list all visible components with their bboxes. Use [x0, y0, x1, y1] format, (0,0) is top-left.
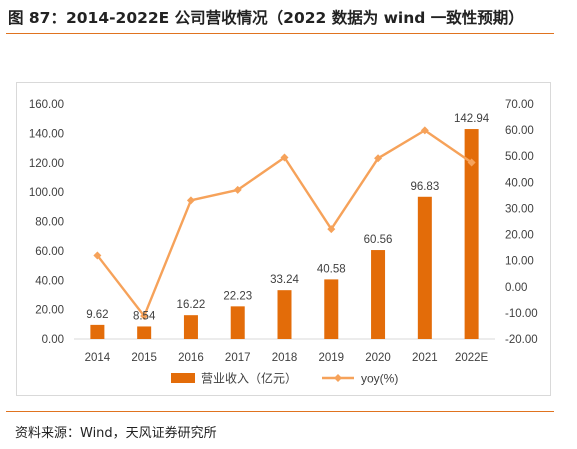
- title-rule: [6, 33, 554, 34]
- y-right-tick-label: 0.00: [505, 282, 527, 294]
- x-tick-label: 2021: [412, 352, 438, 364]
- legend-line-marker: [334, 374, 342, 382]
- bar-data-label: 33.24: [270, 274, 299, 286]
- labels-layer: 9.62 8.54 16.22 22.23 33.24 40.58 60.56 96.83 14…: [86, 113, 490, 322]
- x-tick-label: 2020: [365, 352, 391, 364]
- axes-layer: 0.00 20.00 40.00 60.00 80.00 100.00 120.00 140.…: [29, 99, 538, 364]
- y-right-tick-label: 50.00: [505, 151, 534, 163]
- y-right-tick-label: 60.00: [505, 125, 534, 137]
- y-left-tick-label: 80.00: [35, 217, 64, 229]
- x-tick-label: 2019: [318, 352, 344, 364]
- bars-layer: [90, 129, 479, 339]
- bar: [230, 306, 245, 339]
- x-tick-label: 2016: [178, 352, 204, 364]
- y-left-tick-label: 100.00: [29, 187, 64, 199]
- bar-data-label: 142.94: [454, 113, 490, 125]
- y-right-tick-label: 10.00: [505, 256, 534, 268]
- x-tick-label: 2014: [85, 352, 111, 364]
- yoy-point: [233, 185, 242, 194]
- legend-layer: 营业收入（亿元） yoy(%): [171, 371, 398, 386]
- y-left-tick-label: 40.00: [35, 275, 64, 287]
- x-tick-label: 2015: [131, 352, 157, 364]
- y-right-tick-label: -10.00: [505, 308, 538, 320]
- bar: [417, 196, 432, 339]
- bar: [277, 290, 292, 339]
- source-note: 资料来源：Wind，天风证券研究所: [15, 426, 217, 441]
- x-tick-label: 2018: [272, 352, 298, 364]
- y-left-tick-label: 160.00: [29, 99, 64, 111]
- bar: [371, 250, 386, 339]
- yoy-point: [420, 126, 429, 135]
- bar-data-label: 22.23: [223, 290, 252, 302]
- legend-bar-label: 营业收入（亿元）: [201, 371, 297, 386]
- bar: [464, 129, 479, 339]
- y-left-tick-label: 120.00: [29, 158, 64, 170]
- bar-data-label: 40.58: [317, 263, 346, 275]
- y-right-tick-label: 40.00: [505, 177, 534, 189]
- bar: [90, 324, 105, 339]
- y-left-tick-label: 0.00: [42, 334, 64, 346]
- chart-frame: [16, 82, 551, 396]
- bar: [324, 279, 339, 339]
- bar-data-label: 8.54: [133, 310, 156, 322]
- yoy-point: [140, 312, 149, 321]
- y-left-tick-label: 20.00: [35, 305, 64, 317]
- legend-bar-swatch: [171, 373, 195, 383]
- x-tick-label: 2022E: [455, 352, 489, 364]
- y-right-tick-label: 30.00: [505, 203, 534, 215]
- bar: [183, 315, 198, 339]
- source-rule: [6, 411, 554, 412]
- yoy-point: [467, 158, 476, 167]
- bar-data-label: 96.83: [410, 181, 439, 193]
- yoy-point: [186, 196, 195, 205]
- legend-line-label: yoy(%): [361, 372, 398, 386]
- line-layer: [93, 126, 476, 321]
- yoy-point: [93, 251, 102, 260]
- yoy-point: [374, 154, 383, 163]
- bar-data-label: 9.62: [86, 309, 108, 321]
- y-left-tick-label: 60.00: [35, 246, 64, 258]
- y-right-tick-label: 20.00: [505, 230, 534, 242]
- yoy-point: [327, 225, 336, 234]
- figure-title: 图 87：2014-2022E 公司营收情况（2022 数据为 wind 一致性…: [8, 9, 524, 27]
- x-tick-label: 2017: [225, 352, 251, 364]
- y-right-tick-label: -20.00: [505, 334, 538, 346]
- yoy-point: [280, 153, 289, 162]
- bar: [137, 326, 152, 339]
- y-right-tick-label: 70.00: [505, 99, 534, 111]
- bar-data-label: 60.56: [364, 234, 393, 246]
- y-left-tick-label: 140.00: [29, 128, 64, 140]
- bar-data-label: 16.22: [177, 299, 206, 311]
